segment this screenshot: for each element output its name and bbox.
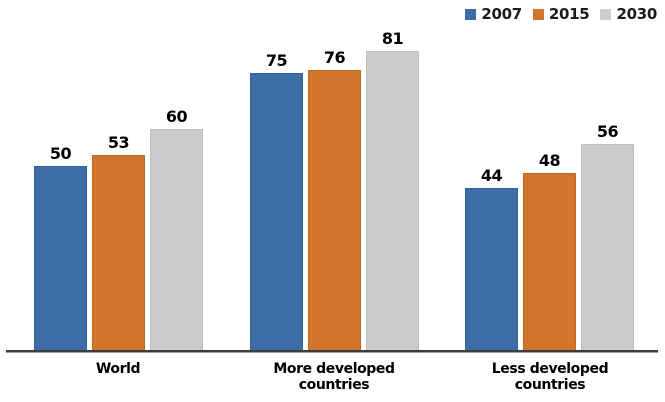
legend-item: 2015 <box>532 5 590 23</box>
bar-column: 44 <box>465 166 518 351</box>
legend-item: 2007 <box>465 5 522 23</box>
bar <box>150 129 203 351</box>
bar-column: 53 <box>92 133 145 351</box>
bar <box>366 51 419 351</box>
bar-value-label: 50 <box>49 144 72 163</box>
bar-group: 44 48 56 <box>465 122 634 351</box>
legend-label: 2007 <box>481 5 522 23</box>
legend-swatch <box>465 8 477 20</box>
bar-value-label: 53 <box>107 133 130 152</box>
bar-value-label: 60 <box>165 107 188 126</box>
bar <box>465 188 518 351</box>
category-label: Less developed countries <box>491 361 609 393</box>
bar-column: 48 <box>523 151 576 351</box>
bar-column: 60 <box>150 107 203 351</box>
bar-value-label: 44 <box>480 166 503 185</box>
legend-swatch <box>532 8 544 20</box>
legend-label: 2030 <box>616 5 657 23</box>
bar <box>92 155 145 351</box>
bar <box>308 70 361 351</box>
category-label: World <box>95 361 141 377</box>
bar <box>34 166 87 351</box>
bar-value-label: 56 <box>596 122 619 141</box>
bar-group: 75 76 81 <box>250 29 419 351</box>
bar-value-label: 75 <box>265 51 288 70</box>
legend-item: 2030 <box>600 5 657 23</box>
bar-column: 76 <box>308 48 361 351</box>
bar-column: 81 <box>366 29 419 351</box>
bar-value-label: 48 <box>538 151 561 170</box>
legend-swatch <box>600 8 612 20</box>
bar-value-label: 81 <box>381 29 404 48</box>
x-axis-line <box>6 350 658 353</box>
bar <box>250 73 303 351</box>
legend-label: 2015 <box>548 5 590 23</box>
bar <box>523 173 576 351</box>
category-label: More developed countries <box>273 361 395 393</box>
bar <box>581 144 634 351</box>
bar-column: 50 <box>34 144 87 351</box>
bar-group: 50 53 60 <box>34 107 203 351</box>
bar-column: 75 <box>250 51 303 351</box>
bar-value-label: 76 <box>323 48 346 67</box>
bar-column: 56 <box>581 122 634 351</box>
chart-legend: 2007 2015 2030 <box>465 5 657 23</box>
